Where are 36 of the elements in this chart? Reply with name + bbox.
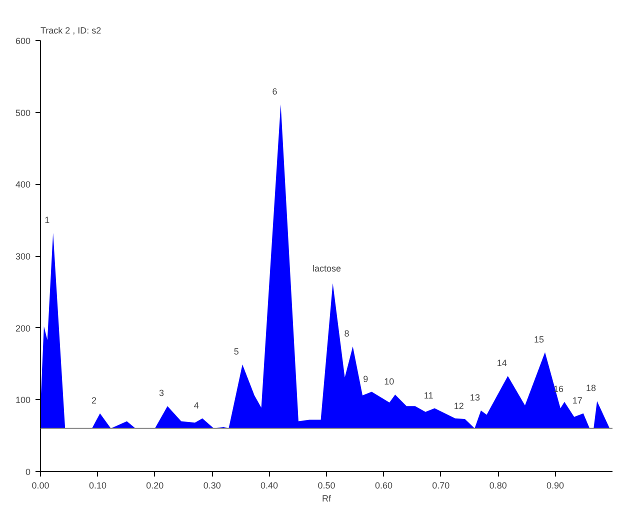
x-tick-label: 0.80 — [489, 480, 507, 490]
x-tick-label: 0.40 — [260, 480, 278, 490]
annotation: lactose — [312, 263, 342, 274]
annotation: 14 — [496, 358, 507, 368]
x-tick-label: 0.00 — [32, 480, 50, 490]
annotation: 13 — [470, 392, 480, 402]
y-tick-label: 500 — [15, 108, 31, 118]
x-tick-label: 0.10 — [88, 480, 106, 490]
x-tick-label: 0.60 — [374, 480, 392, 490]
x-tick-label: 0.20 — [146, 480, 164, 490]
annotation: 2 — [91, 395, 96, 406]
annotation: 5 — [234, 346, 239, 356]
annotation: 18 — [586, 383, 596, 394]
annotation: 15 — [534, 334, 544, 344]
x-tick-label: 0.90 — [546, 480, 564, 490]
annotation: 12 — [454, 401, 464, 412]
y-tick-label: 600 — [15, 36, 31, 46]
annotation: 6 — [272, 86, 278, 96]
annotation: 11 — [424, 390, 434, 400]
annotation: 9 — [363, 374, 368, 384]
annotation: 4 — [194, 400, 199, 410]
x-tick-label: 0.70 — [432, 480, 450, 490]
y-tick-label: 100 — [15, 395, 31, 406]
x-axis-title: Rf — [322, 494, 332, 504]
y-tick-label: 0 — [25, 467, 31, 477]
annotation: 3 — [158, 388, 164, 398]
y-tick-label: 300 — [15, 252, 31, 262]
x-tick-label: 0.30 — [203, 480, 221, 490]
y-tick-label: 200 — [15, 323, 31, 334]
annotation: 1 — [44, 215, 50, 226]
annotation: 10 — [384, 376, 394, 387]
annotation: 8 — [344, 328, 350, 339]
annotation: 17 — [572, 395, 582, 406]
x-tick-label: 0.50 — [318, 480, 336, 490]
y-tick-label: 400 — [15, 180, 31, 190]
chart-title: Track 2 , ID: s2 — [40, 26, 102, 36]
